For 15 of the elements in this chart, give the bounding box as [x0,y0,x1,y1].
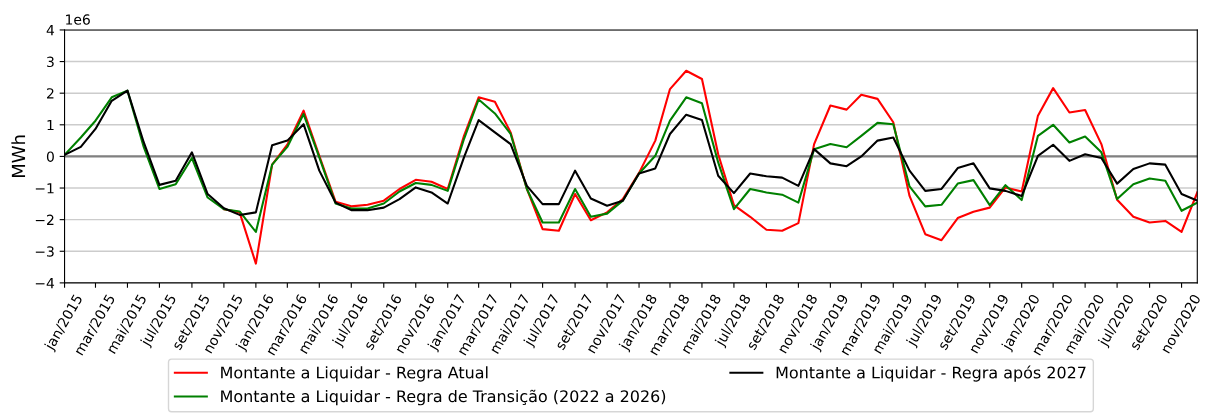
y-tick-label: −4 [35,278,55,289]
y-tick-label: 1 [47,119,54,131]
legend-label: Montante a Liquidar - Regra após 2027 [776,365,1086,382]
text: 1e6 [66,14,90,25]
line-series [222,69,1198,265]
y-tick-label: 4 [46,25,55,36]
y-axis-title: MWh [11,135,26,178]
y-tick-label: 0 [46,151,54,162]
y-tick-label: −3 [35,246,54,257]
y-tick-label: −2 [35,214,54,225]
legend-label: Montante a Liquidar - Regra de Transição (2022 a 2026) [221,389,666,406]
y-tick-label: 2 [47,88,54,99]
legend-label: Montante a Liquidar - Regra Atual [221,366,488,382]
y-tick-label: 3 [47,56,54,68]
y-tick-label: −1 [35,183,54,194]
